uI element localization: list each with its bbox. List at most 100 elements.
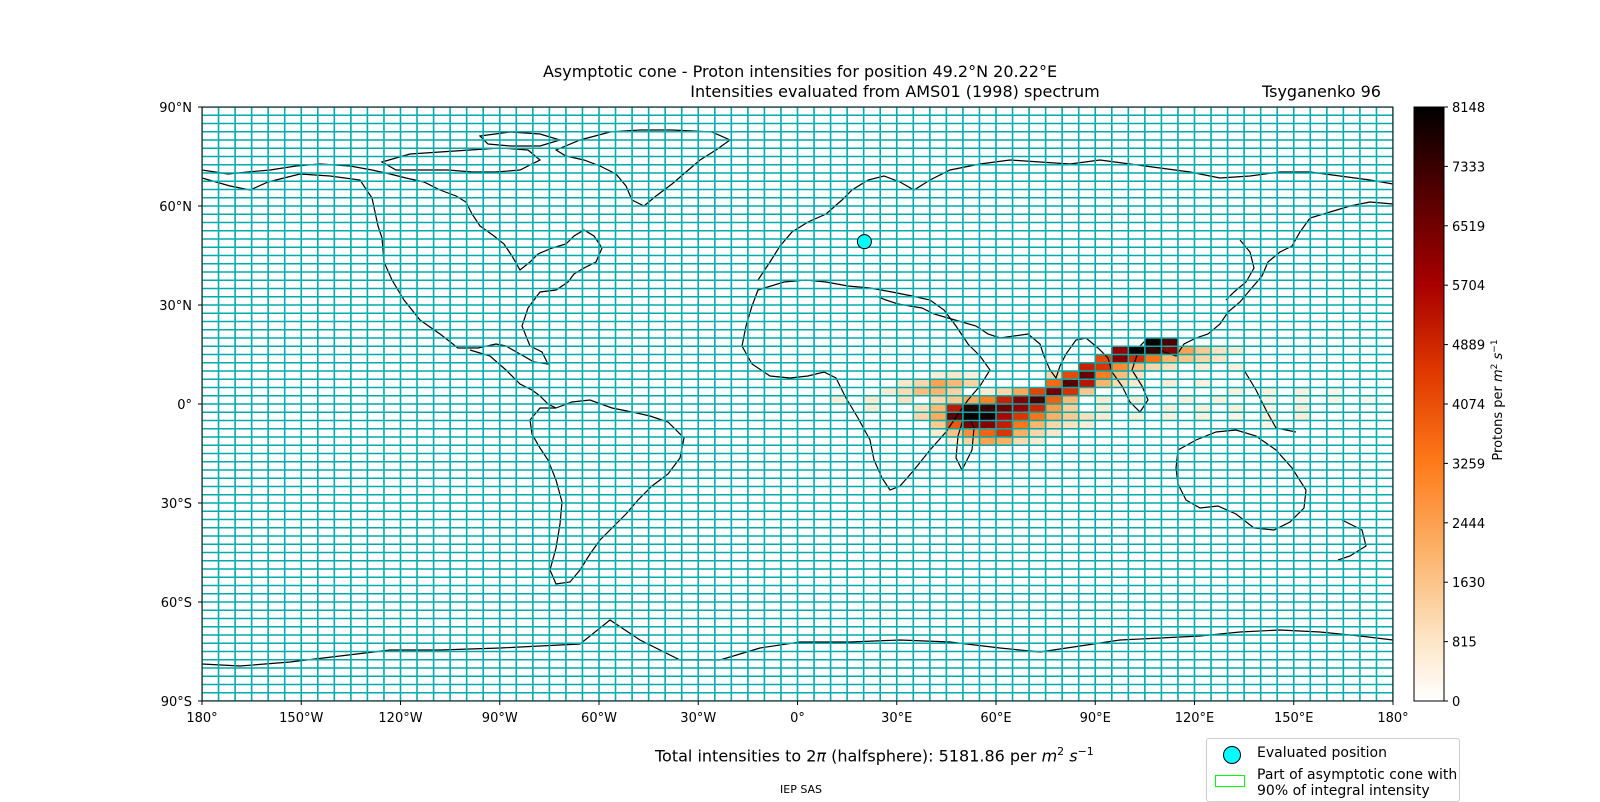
y-tick-label: 90°N bbox=[159, 101, 192, 116]
intensity-cell bbox=[1227, 387, 1245, 396]
intensity-cell bbox=[1045, 379, 1063, 388]
colorbar-tick-label: 3259 bbox=[1452, 457, 1485, 472]
intensity-cell bbox=[1128, 362, 1145, 371]
intensity-cell bbox=[996, 387, 1013, 396]
intensity-cell bbox=[1194, 379, 1212, 388]
intensity-cell bbox=[1161, 404, 1178, 413]
x-tick-label: 0° bbox=[790, 711, 805, 726]
intensity-cell bbox=[1111, 362, 1129, 371]
intensity-cell bbox=[979, 428, 996, 437]
y-tick-label: 60°N bbox=[159, 200, 192, 215]
colorbar-tick-label: 4074 bbox=[1452, 398, 1485, 413]
intensity-cell bbox=[1161, 338, 1178, 347]
intensity-cell bbox=[863, 404, 881, 413]
intensity-cell bbox=[1128, 395, 1145, 404]
intensity-cell bbox=[863, 395, 881, 404]
intensity-cell bbox=[1078, 420, 1096, 429]
intensity-cell bbox=[1144, 346, 1162, 355]
intensity-cell bbox=[880, 387, 897, 396]
intensity-cell bbox=[979, 387, 996, 396]
y-tick-label: 60°S bbox=[161, 596, 192, 611]
intensity-cell bbox=[1062, 387, 1079, 396]
intensity-cell bbox=[913, 379, 930, 388]
intensity-cell bbox=[1029, 437, 1046, 446]
intensity-cell bbox=[1078, 371, 1096, 380]
intensity-cell bbox=[1128, 371, 1145, 380]
model-label: Tsyganenko 96 bbox=[1262, 82, 1381, 101]
y-tick-label: 30°S bbox=[161, 497, 192, 512]
intensity-cell bbox=[929, 428, 947, 437]
intensity-cell bbox=[1095, 354, 1112, 363]
chart-title: Asymptotic cone - Proton intensities for… bbox=[542, 62, 1058, 81]
intensity-cell bbox=[1029, 420, 1046, 429]
intensity-cell bbox=[996, 404, 1013, 413]
intensity-cell bbox=[1062, 412, 1079, 421]
colorbar-tick-label: 2444 bbox=[1452, 517, 1485, 532]
intensity-cell bbox=[979, 412, 996, 421]
intensity-cell bbox=[929, 412, 947, 421]
intensity-cell bbox=[913, 404, 930, 413]
intensity-cell bbox=[1012, 420, 1030, 429]
intensity-cell bbox=[946, 428, 963, 437]
intensity-cell bbox=[929, 404, 947, 413]
intensity-cell bbox=[1177, 346, 1195, 355]
intensity-cell bbox=[1012, 412, 1030, 421]
x-tick-label: 30°E bbox=[881, 711, 912, 726]
intensity-cell bbox=[946, 404, 963, 413]
intensity-cell bbox=[1293, 412, 1311, 421]
institute-label: IEP SAS bbox=[780, 783, 823, 796]
intensity-cell bbox=[929, 395, 947, 404]
intensity-cell bbox=[1012, 404, 1030, 413]
intensity-cell bbox=[1128, 346, 1145, 355]
intensity-cell bbox=[1177, 395, 1195, 404]
intensity-cell bbox=[962, 371, 980, 380]
intensity-cell bbox=[1293, 404, 1311, 413]
intensity-cell bbox=[929, 387, 947, 396]
x-tick-label: 30°W bbox=[680, 711, 716, 726]
intensity-cells bbox=[830, 338, 1377, 446]
intensity-cell bbox=[1029, 412, 1046, 421]
intensity-cell bbox=[1095, 395, 1112, 404]
cone-grid bbox=[202, 107, 1393, 701]
intensity-cell bbox=[1144, 354, 1162, 363]
x-tick-label: 60°W bbox=[581, 711, 617, 726]
intensity-cell bbox=[1128, 412, 1145, 421]
intensity-cell bbox=[1161, 412, 1178, 421]
intensity-cell bbox=[1326, 387, 1344, 396]
intensity-cell bbox=[996, 412, 1013, 421]
intensity-cell bbox=[1029, 395, 1046, 404]
intensity-cell bbox=[929, 379, 947, 388]
intensity-cell bbox=[1293, 395, 1311, 404]
colorbar-tick-label: 6519 bbox=[1452, 220, 1485, 235]
y-tick-label: 90°S bbox=[161, 695, 192, 710]
intensity-cell bbox=[1194, 404, 1212, 413]
x-tick-label: 60°E bbox=[980, 711, 1011, 726]
circle-marker-icon bbox=[1223, 746, 1241, 764]
intensity-cell bbox=[1012, 387, 1030, 396]
intensity-cell bbox=[1095, 404, 1112, 413]
green-rectangle-icon bbox=[1215, 775, 1245, 787]
intensity-cell bbox=[1078, 362, 1096, 371]
intensity-cell bbox=[896, 387, 914, 396]
intensity-cell bbox=[1194, 354, 1212, 363]
total-intensity-label: Total intensities to 2π (halfsphere): 51… bbox=[655, 745, 1094, 766]
intensity-cell bbox=[946, 420, 963, 429]
intensity-cell bbox=[1045, 395, 1063, 404]
intensity-cell bbox=[946, 371, 963, 380]
intensity-cell bbox=[946, 387, 963, 396]
intensity-cell bbox=[1095, 362, 1112, 371]
intensity-cell bbox=[1062, 395, 1079, 404]
intensity-cell bbox=[979, 395, 996, 404]
intensity-cell bbox=[946, 395, 963, 404]
intensity-cell bbox=[1194, 362, 1212, 371]
intensity-cell bbox=[996, 428, 1013, 437]
intensity-cell bbox=[1045, 404, 1063, 413]
intensity-cell bbox=[929, 371, 947, 380]
intensity-cell bbox=[1227, 412, 1245, 421]
legend: Evaluated position Part of asymptotic co… bbox=[1206, 738, 1460, 802]
intensity-cell bbox=[896, 395, 914, 404]
intensity-cell bbox=[1029, 387, 1046, 396]
x-tick-label: 180° bbox=[186, 711, 217, 726]
colorbar-tick-label: 0 bbox=[1452, 695, 1460, 710]
intensity-cell bbox=[979, 420, 996, 429]
